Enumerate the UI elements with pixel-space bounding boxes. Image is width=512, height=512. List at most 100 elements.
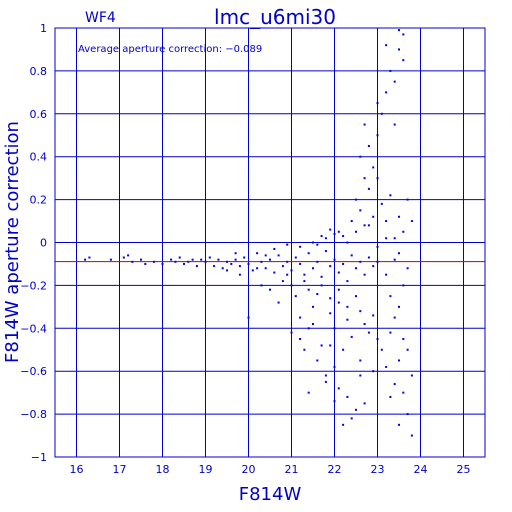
data-point [385, 44, 388, 47]
data-point [122, 256, 125, 259]
data-point [367, 331, 370, 334]
data-point [247, 262, 250, 265]
data-point [355, 408, 357, 411]
data-point [183, 262, 185, 265]
data-point [398, 423, 400, 426]
data-point [333, 365, 336, 368]
data-point [363, 177, 366, 180]
data-point [346, 305, 349, 308]
y-tick-label: 0.6 [30, 108, 48, 121]
y-tick-label: 1 [40, 22, 47, 35]
data-point [398, 252, 400, 255]
data-point [359, 374, 362, 377]
data-point [389, 395, 392, 398]
data-point [398, 215, 400, 218]
data-point [385, 365, 388, 368]
data-point [350, 417, 353, 420]
data-point [350, 335, 353, 338]
data-point [84, 258, 87, 261]
data-point [161, 262, 164, 265]
data-point [372, 314, 375, 317]
y-tick-labels: −1 −0.8 −0.6 −0.4 −0.2 0 0.2 0.4 0.6 0.8 1 [20, 22, 47, 464]
data-point [329, 228, 332, 231]
data-point [204, 260, 207, 263]
data-point [389, 194, 392, 197]
average-annotation: Average aperture correction: −0.089 [78, 44, 262, 55]
data-point [410, 374, 413, 377]
data-point [363, 224, 366, 227]
data-point [402, 33, 405, 36]
data-point [346, 395, 349, 398]
data-point [294, 295, 297, 298]
data-point [359, 260, 362, 263]
data-point [342, 235, 345, 238]
data-point [324, 374, 327, 377]
data-point [350, 220, 353, 223]
data-point [273, 271, 276, 274]
data-point [260, 260, 263, 263]
data-point [329, 265, 332, 268]
data-point [299, 262, 302, 265]
data-point [256, 252, 259, 255]
data-point [337, 288, 340, 291]
data-point [376, 245, 379, 248]
data-point [380, 348, 383, 351]
x-tick-label: 18 [156, 463, 170, 476]
data-point [320, 275, 323, 278]
data-point [191, 258, 194, 261]
data-point [303, 280, 306, 283]
data-point [230, 262, 233, 265]
data-point [376, 134, 379, 137]
data-point [324, 380, 327, 383]
data-point [260, 284, 263, 287]
data-point [337, 271, 340, 274]
y-tick-label: 0.2 [30, 194, 48, 207]
data-point [312, 305, 314, 308]
y-tick-label: −0.2 [20, 279, 47, 292]
y-tick-label: −0.8 [20, 408, 47, 421]
x-axis-label: F814W [239, 484, 302, 505]
data-point [234, 252, 237, 255]
data-point [307, 252, 310, 255]
data-point [402, 391, 405, 394]
data-point [402, 59, 405, 62]
data-point [393, 237, 396, 240]
data-point [398, 29, 400, 32]
plot-frame [54, 27, 486, 458]
data-point [307, 391, 310, 394]
data-point [170, 258, 173, 261]
data-point [402, 284, 405, 287]
data-point [337, 230, 340, 233]
data-point [355, 230, 357, 233]
data-point [329, 297, 332, 300]
data-point [234, 258, 237, 261]
x-tick-label: 25 [457, 463, 471, 476]
data-point [243, 256, 246, 259]
data-point [346, 318, 349, 321]
data-point [195, 265, 198, 268]
data-point [402, 230, 405, 233]
data-point [376, 260, 379, 263]
data-point [337, 301, 340, 304]
data-point [385, 237, 388, 240]
data-point [303, 348, 306, 351]
data-point [372, 166, 375, 169]
data-point [256, 267, 259, 270]
data-point [393, 316, 396, 319]
data-point [324, 237, 327, 240]
data-point [380, 112, 383, 115]
data-point [213, 265, 216, 268]
data-point [277, 301, 280, 304]
data-point [333, 400, 336, 403]
data-point [367, 224, 370, 227]
data-point [312, 241, 314, 244]
x-tick-labels: 16 17 18 19 20 21 22 23 24 25 [70, 463, 471, 476]
data-point [398, 48, 400, 51]
data-point [320, 235, 323, 238]
data-point [372, 370, 375, 373]
data-point [372, 265, 375, 268]
data-point [316, 243, 319, 246]
data-point [363, 273, 366, 276]
data-point [238, 265, 241, 268]
data-point [402, 338, 405, 341]
